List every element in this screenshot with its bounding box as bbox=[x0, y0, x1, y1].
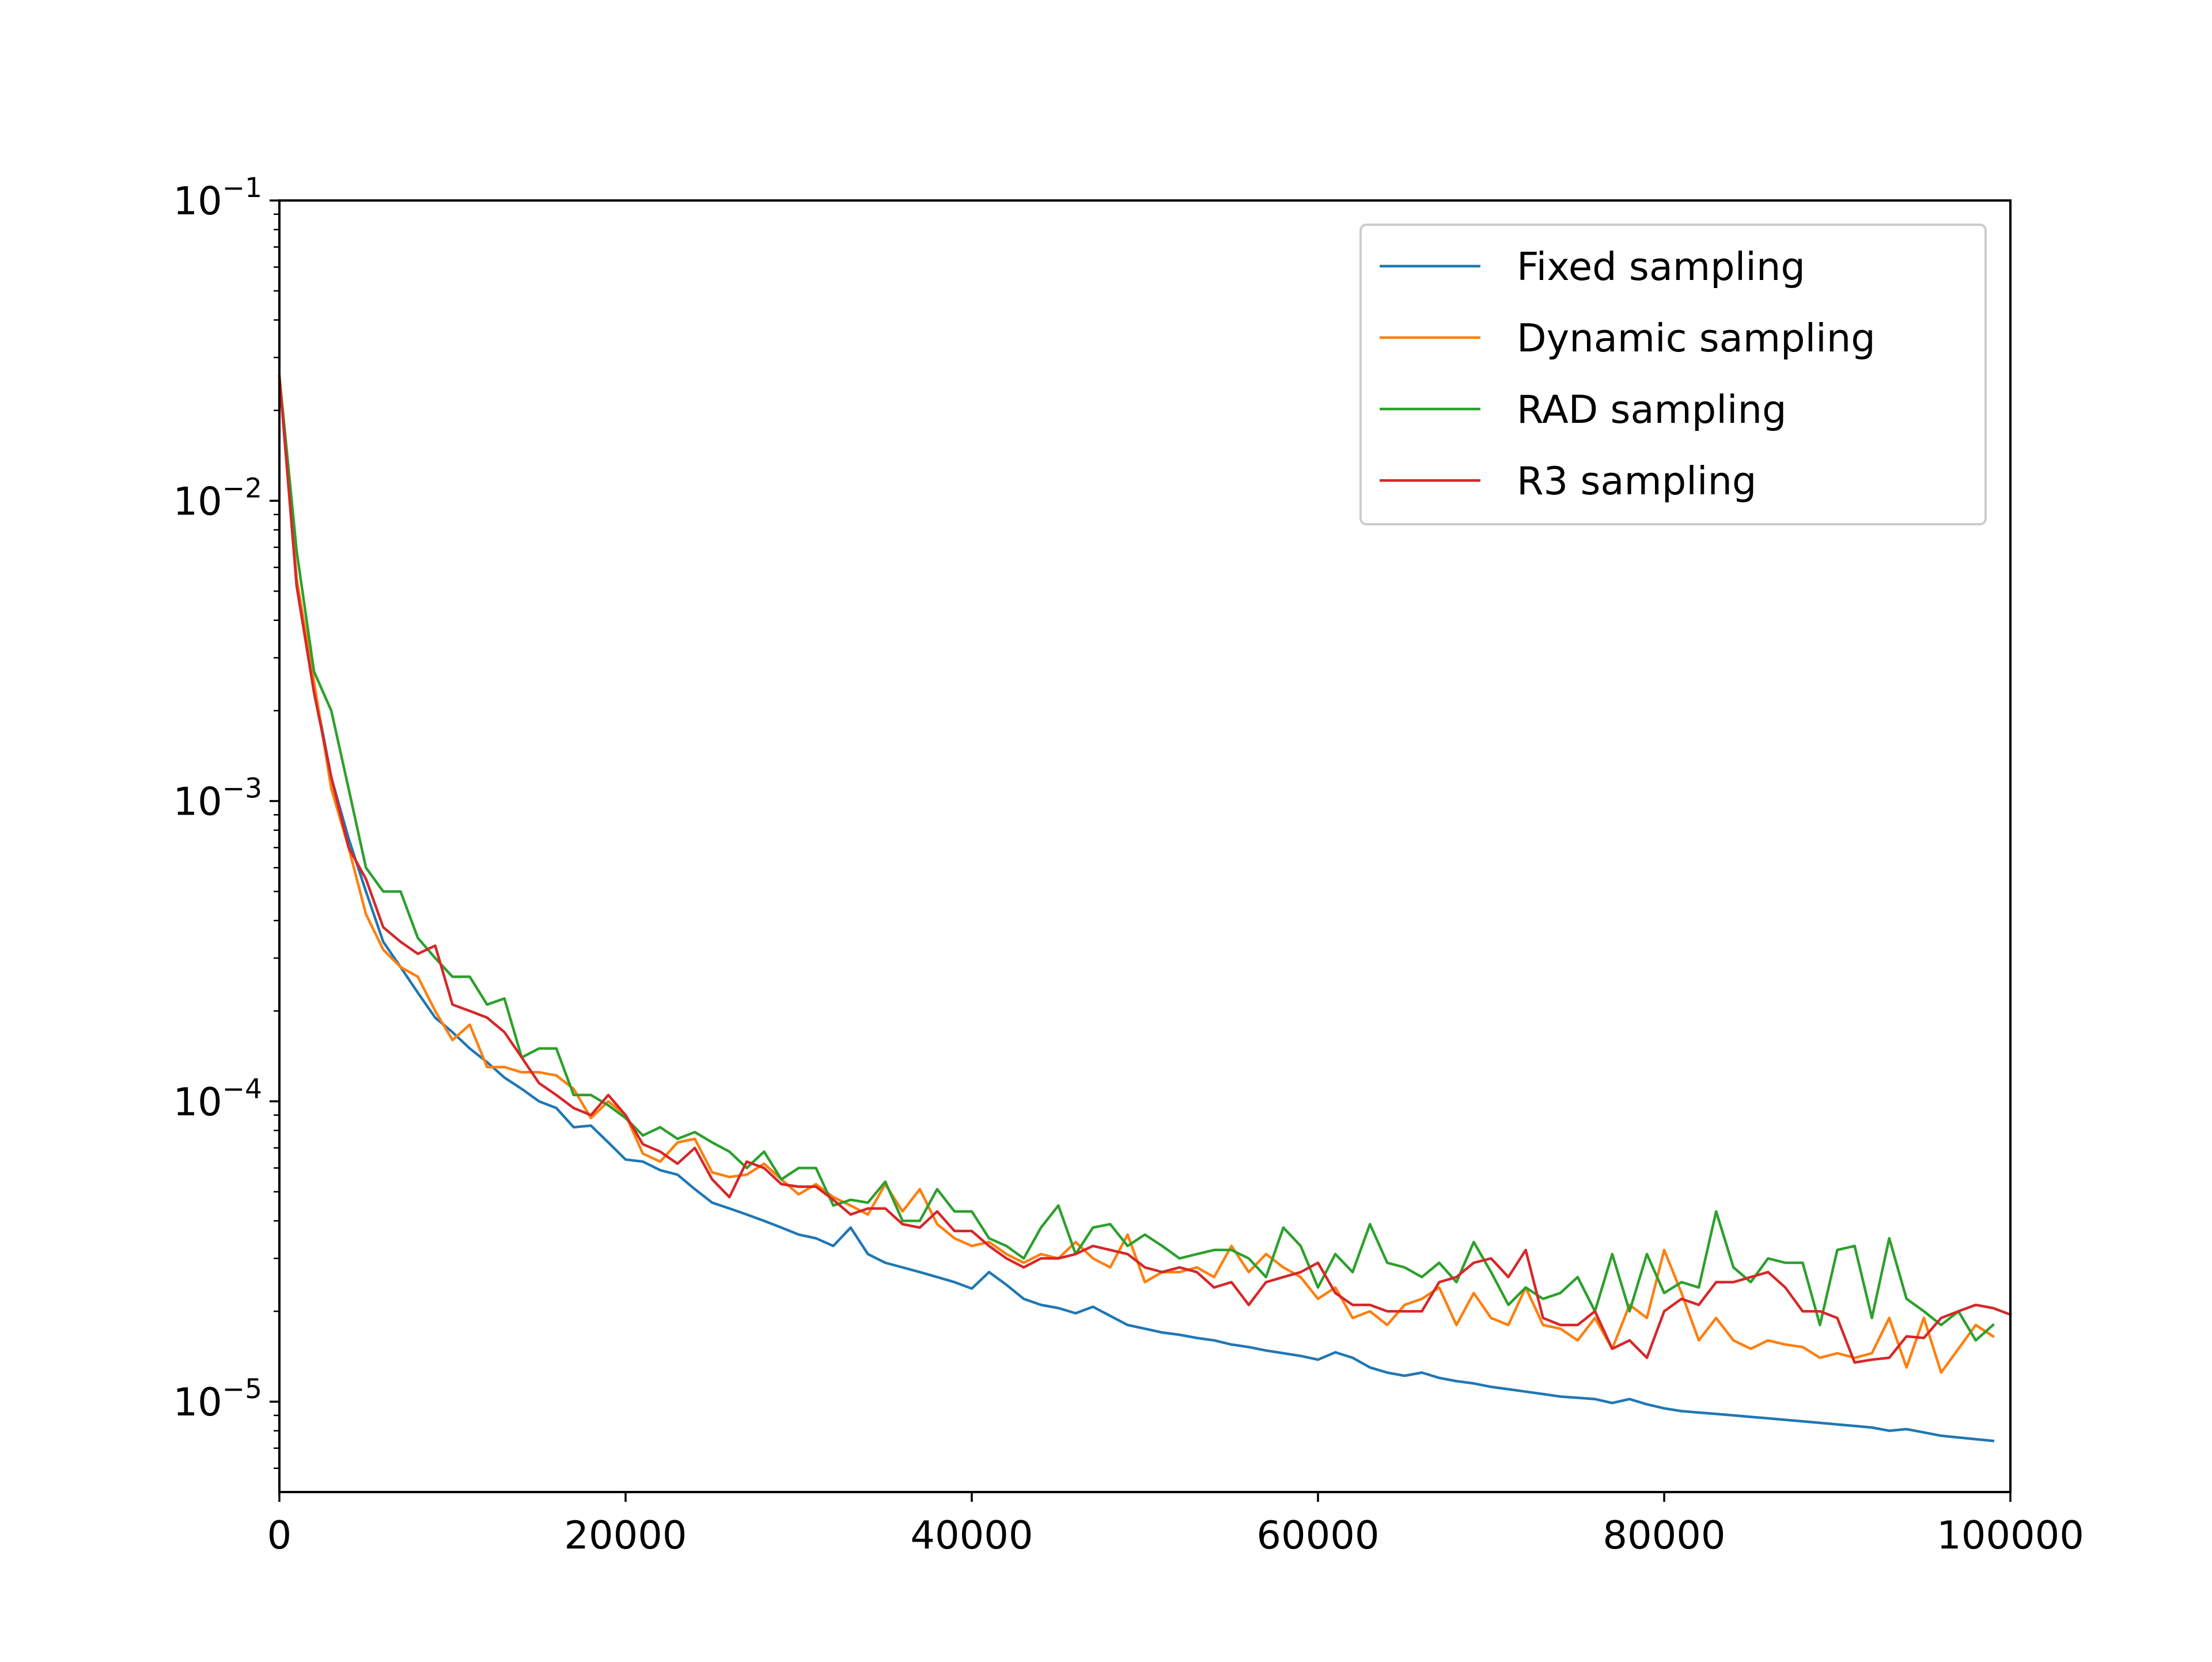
x-tick-label: 40000 bbox=[910, 1513, 1033, 1558]
legend-box bbox=[1359, 224, 1987, 525]
series-line-1 bbox=[278, 374, 1995, 1443]
x-tick-label: 20000 bbox=[564, 1513, 687, 1558]
legend-label: RAD sampling bbox=[1517, 387, 1787, 432]
series-line-2 bbox=[278, 374, 1995, 1374]
y-tick-base: 10 bbox=[173, 179, 222, 224]
legend-label: R3 sampling bbox=[1517, 459, 1756, 503]
y-tick-base: 10 bbox=[173, 1380, 222, 1425]
y-tick-label: 10−5 bbox=[173, 1373, 262, 1425]
legend: Fixed sampling Dynamic sampling RAD sampli… bbox=[1359, 224, 1987, 525]
x-axis: 0 20000 40000 60000 80000 100000 bbox=[267, 1492, 2084, 1558]
y-tick-exponent: −5 bbox=[222, 1373, 262, 1405]
y-tick-label: 10−3 bbox=[173, 773, 262, 824]
plot-frame bbox=[278, 199, 2012, 1493]
y-tick-exponent: −4 bbox=[222, 1073, 262, 1105]
x-tick-label: 100000 bbox=[1937, 1513, 2084, 1558]
y-tick-label: 10−2 bbox=[173, 472, 262, 524]
x-tick-label: 60000 bbox=[1256, 1513, 1379, 1558]
y-minor-ticks bbox=[274, 213, 279, 1469]
y-tick-exponent: −2 bbox=[222, 472, 262, 504]
x-tick-label: 0 bbox=[267, 1513, 292, 1558]
y-tick-base: 10 bbox=[173, 479, 222, 524]
y-tick-exponent: −1 bbox=[222, 172, 262, 204]
y-tick-base: 10 bbox=[173, 1080, 222, 1125]
legend-label: Dynamic sampling bbox=[1517, 316, 1876, 361]
y-axis: 10−110−210−310−410−5 bbox=[173, 172, 279, 1425]
y-tick-exponent: −3 bbox=[222, 773, 262, 805]
x-tick-label: 80000 bbox=[1603, 1513, 1725, 1558]
y-tick-base: 10 bbox=[173, 779, 222, 824]
series-layer bbox=[278, 374, 2012, 1443]
series-line-3 bbox=[278, 374, 1995, 1342]
series-line-4 bbox=[278, 374, 2012, 1364]
y-tick-label: 10−4 bbox=[173, 1073, 262, 1125]
y-tick-label: 10−1 bbox=[173, 172, 262, 224]
legend-label: Fixed sampling bbox=[1517, 244, 1805, 289]
